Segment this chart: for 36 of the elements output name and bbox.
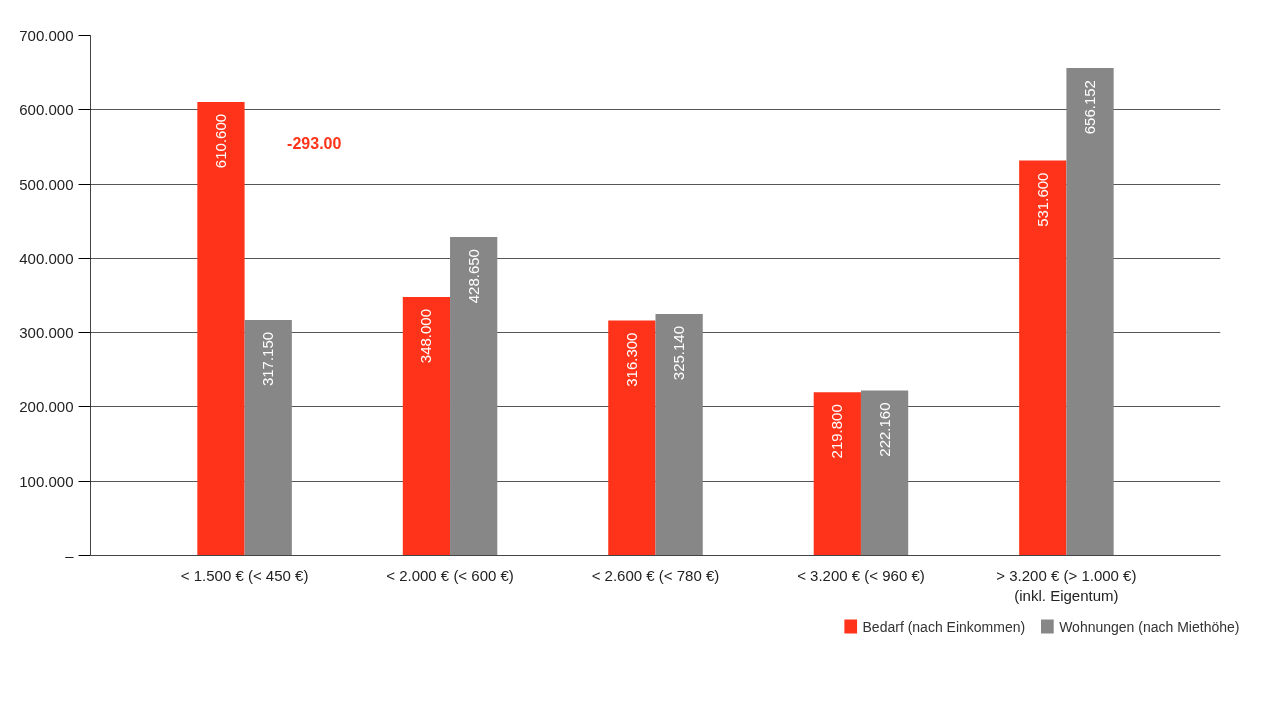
bar <box>244 319 292 556</box>
data-label: 317.150 <box>259 331 277 387</box>
y-tick-label: 700.000 <box>19 27 74 44</box>
legend-label: Wohnungen (nach Miethöhe) <box>1059 618 1240 635</box>
bar <box>197 101 245 556</box>
y-tick-label: 200.000 <box>19 398 74 416</box>
bar <box>1066 68 1114 556</box>
x-tick-label: < 3.200 € (< 960 €) <box>797 566 925 584</box>
y-tick-label: 600.000 <box>19 101 74 119</box>
bar <box>402 296 451 556</box>
y-tick-label: – <box>65 547 75 564</box>
x-tick-label: > 3.200 € (> 1.000 €) (inkl. Eigentum) <box>996 566 1137 604</box>
annotation: -293.00 <box>287 135 342 153</box>
data-label: 656.152 <box>1081 80 1099 135</box>
data-label: 219.800 <box>828 404 846 459</box>
data-label: 610.600 <box>211 113 229 169</box>
data-label: 316.300 <box>622 332 640 387</box>
data-label: 222.160 <box>875 402 893 457</box>
legend-label: Bedarf (nach Einkommen) <box>862 618 1026 635</box>
data-label: 428.650 <box>464 249 482 304</box>
y-tick-label: 100.000 <box>19 472 74 490</box>
bar <box>450 237 498 556</box>
x-tick-label: < 2.600 € (< 780 €) <box>591 566 720 584</box>
bar <box>655 313 703 556</box>
bar <box>608 320 656 556</box>
data-label: 531.600 <box>1033 172 1051 227</box>
bar <box>813 392 861 556</box>
bar <box>860 390 909 556</box>
x-tick-label: < 1.500 € (< 450 €) <box>180 566 309 584</box>
data-label: 325.140 <box>670 325 688 381</box>
y-tick-label: 300.000 <box>19 324 74 342</box>
x-tick-label: < 2.000 € (< 600 €) <box>386 566 514 584</box>
bar <box>1019 160 1067 556</box>
data-label: 348.000 <box>417 308 435 364</box>
y-tick-label: 500.000 <box>19 175 74 193</box>
y-tick-label: 400.000 <box>19 249 74 267</box>
